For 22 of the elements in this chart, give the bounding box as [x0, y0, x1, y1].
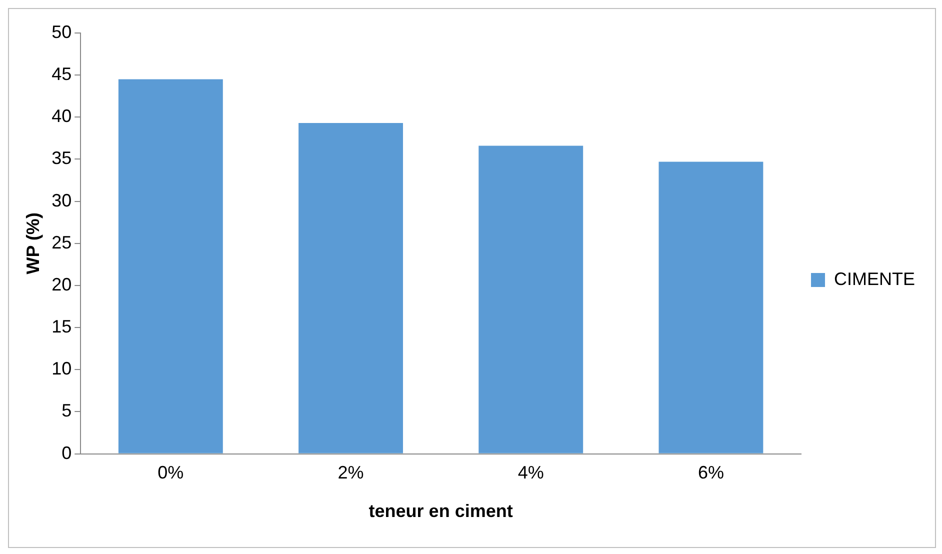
y-tick-label: 15 [52, 316, 72, 337]
y-tick-label: 5 [62, 400, 72, 421]
y-tick-label: 40 [52, 106, 72, 126]
bar [478, 146, 584, 454]
y-tick-label: 0 [62, 442, 72, 463]
y-tick-label: 45 [52, 64, 72, 84]
legend-label: CIMENTE [834, 268, 915, 289]
bar [298, 123, 403, 454]
x-axis-title: teneur en ciment [368, 501, 513, 522]
y-tick-label: 35 [52, 148, 72, 168]
y-tick-label: 20 [52, 274, 72, 294]
bar [118, 79, 223, 454]
x-tick-label: 0% [158, 462, 184, 483]
x-tick-label: 2% [338, 462, 364, 483]
y-tick-label: 10 [52, 358, 72, 379]
x-tick-label: 4% [518, 462, 544, 483]
bar [658, 162, 764, 454]
y-tick-label: 50 [52, 22, 72, 42]
x-tick-label: 6% [698, 462, 724, 483]
y-axis-title: WP (%) [22, 212, 43, 274]
y-tick-label: 30 [52, 190, 72, 210]
y-tick-label: 25 [52, 232, 72, 252]
